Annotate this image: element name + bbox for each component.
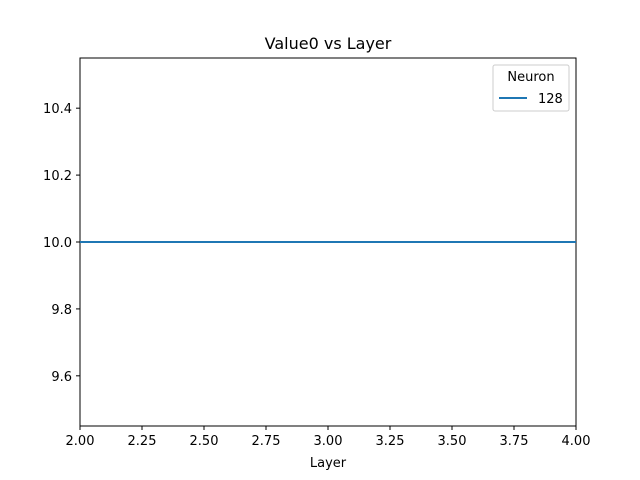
- x-tick-label: 4.00: [562, 434, 591, 449]
- y-tick-label: 9.8: [51, 303, 72, 318]
- y-tick-label: 10.4: [43, 102, 72, 117]
- y-tick-label: 10.0: [43, 236, 72, 251]
- legend-box: [492, 64, 570, 112]
- x-tick-label: 3.25: [376, 434, 405, 449]
- x-tick-label: 2.00: [66, 434, 95, 449]
- x-tick-label: 2.75: [252, 434, 281, 449]
- x-axis-label: Layer: [310, 456, 347, 471]
- y-axis-ticks: 9.6 9.8 10.0 10.2 10.4: [43, 102, 80, 385]
- x-tick-label: 3.50: [438, 434, 467, 449]
- y-tick-label: 9.6: [51, 370, 72, 385]
- legend-title: Neuron: [507, 70, 554, 85]
- x-tick-label: 2.25: [128, 434, 157, 449]
- x-tick-label: 3.00: [314, 434, 343, 449]
- x-axis-ticks: 2.00 2.25 2.50 2.75 3.00 3.25 3.50 3.75 4.00: [66, 426, 591, 449]
- y-tick-label: 10.2: [43, 169, 72, 184]
- legend: Neuron 128: [492, 64, 570, 112]
- x-tick-label: 3.75: [500, 434, 529, 449]
- chart-title: Value0 vs Layer: [265, 34, 392, 53]
- x-tick-label: 2.50: [190, 434, 219, 449]
- legend-entry-label: 128: [538, 92, 563, 107]
